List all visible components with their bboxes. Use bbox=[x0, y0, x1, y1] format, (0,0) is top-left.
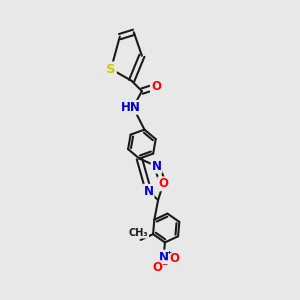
Text: O: O bbox=[169, 252, 179, 265]
Text: N: N bbox=[152, 160, 162, 173]
Text: N: N bbox=[159, 250, 169, 264]
Text: O⁻: O⁻ bbox=[152, 261, 168, 274]
Text: O: O bbox=[158, 177, 168, 190]
Text: O: O bbox=[151, 80, 161, 93]
Text: S: S bbox=[106, 62, 116, 76]
Text: +: + bbox=[166, 250, 171, 255]
Text: N: N bbox=[143, 185, 154, 198]
Text: CH₃: CH₃ bbox=[129, 228, 148, 238]
Text: HN: HN bbox=[121, 101, 141, 114]
